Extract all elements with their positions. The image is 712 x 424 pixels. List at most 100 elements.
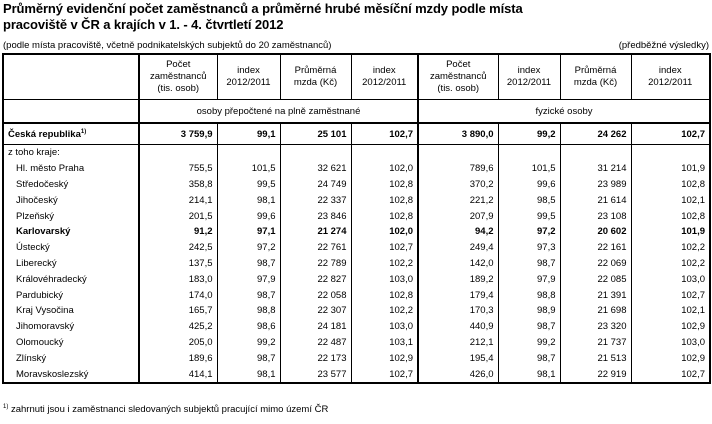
table-cell: 99,2 bbox=[217, 334, 281, 351]
table-cell: 102,7 bbox=[351, 366, 419, 383]
table-cell: 195,4 bbox=[418, 350, 499, 367]
region-label: Středočeský bbox=[3, 176, 140, 193]
region-label: Hl. město Praha bbox=[3, 160, 140, 177]
subtitle-note: (podle místa pracoviště, včetně podnikat… bbox=[3, 40, 332, 51]
table-row: Pardubický 174,0 98,7 22 058 102,8 179,4 98,8 2… bbox=[3, 287, 710, 303]
table-cell: 98,1 bbox=[217, 192, 281, 209]
table-cell: 221,2 bbox=[418, 192, 499, 209]
col-header-index-1: index 2012/2011 bbox=[217, 54, 281, 100]
region-label: Pardubický bbox=[3, 287, 140, 303]
table-cell: 97,9 bbox=[498, 271, 561, 288]
of-which-label: z toho kraje: bbox=[3, 144, 140, 161]
table-cell: 99,6 bbox=[217, 208, 281, 224]
table-cell: 102,2 bbox=[681, 242, 705, 254]
table-cell: 358,8 bbox=[139, 176, 218, 193]
table-cell: 102,8 bbox=[351, 192, 419, 209]
table-cell: 23 320 bbox=[560, 318, 632, 335]
table-cell: 214,1 bbox=[139, 192, 218, 209]
table-cell: 189,2 bbox=[418, 271, 499, 288]
table-cell: 102,1 bbox=[681, 305, 705, 317]
table-cell: 22 173 bbox=[280, 350, 352, 367]
table-cell: 102,0 bbox=[351, 223, 419, 240]
group-label-cell bbox=[3, 99, 140, 124]
table-cell: 755,5 bbox=[139, 160, 218, 177]
table-cell: 102,8 bbox=[351, 287, 419, 303]
col-header-employees-fte: Počet zaměstnanců (tis. osob) bbox=[139, 54, 218, 100]
table-cell: 98,6 bbox=[217, 318, 281, 335]
table-cell: 102,1 bbox=[681, 194, 705, 206]
table-cell: 102,2 bbox=[351, 302, 419, 319]
table-cell: 98,5 bbox=[498, 192, 561, 209]
table-cell: 174,0 bbox=[139, 287, 218, 303]
table-cell: 99,2 bbox=[498, 123, 561, 145]
col-header-index-3: index 2012/2011 bbox=[498, 54, 561, 100]
table-row: Královéhradecký 183,0 97,9 22 827 103,0 189,2… bbox=[3, 271, 710, 288]
table-cell: 31 214 bbox=[560, 160, 632, 177]
table-cell: 102,8 bbox=[681, 178, 705, 190]
table-cell: 98,7 bbox=[498, 318, 561, 335]
table-cell: 99,2 bbox=[498, 334, 561, 351]
table-cell: 102,7 bbox=[351, 123, 419, 145]
wages-table: Počet zaměstnanců (tis. osob) index 2012… bbox=[2, 53, 711, 384]
table-cell: 22 058 bbox=[280, 287, 352, 303]
col-header-wage-fte: Průměrná mzda (Kč) bbox=[280, 54, 352, 100]
table-cell: 25 101 bbox=[280, 123, 352, 145]
table-cell: 23 108 bbox=[560, 208, 632, 224]
region-label: Liberecký bbox=[3, 255, 140, 272]
table-row: Ústecký 242,5 97,2 22 761 102,7 249,4 97,3 22 1… bbox=[3, 239, 710, 256]
table-row: Kraj Vysočina 165,7 98,8 22 307 102,2 170,3 98… bbox=[3, 302, 710, 319]
table-cell: 102,8 bbox=[351, 176, 419, 193]
table-cell: 103,0 bbox=[681, 336, 705, 348]
table-cell: 102,8 bbox=[351, 208, 419, 224]
table-cell: 102,7 bbox=[631, 123, 710, 145]
table-cell: 207,9 bbox=[418, 208, 499, 224]
col-header-employees-persons: Počet zaměstnanců (tis. osob) bbox=[418, 54, 499, 100]
table-title: Průměrný evidenční počet zaměstnanců a p… bbox=[3, 1, 703, 33]
group-header-persons: fyzické osoby bbox=[418, 99, 710, 124]
total-label: Česká republika1) bbox=[3, 123, 140, 145]
col-header-index-2: index 2012/2011 bbox=[351, 54, 419, 100]
table-cell: 101,5 bbox=[498, 160, 561, 177]
table-cell: 98,1 bbox=[217, 366, 281, 383]
table-cell: 32 621 bbox=[280, 160, 352, 177]
of-which-row: z toho kraje: bbox=[3, 144, 710, 161]
table-cell: 22 487 bbox=[280, 334, 352, 351]
table-cell: 21 737 bbox=[560, 334, 632, 351]
table-cell: 98,7 bbox=[498, 255, 561, 272]
table-cell: 102,8 bbox=[681, 210, 705, 222]
region-label: Ústecký bbox=[3, 239, 140, 256]
footnote-text: zahrnuti jsou i zaměstnanci sledovaných … bbox=[10, 404, 329, 416]
table-cell: 249,4 bbox=[418, 239, 499, 256]
table-cell: 101,9 bbox=[681, 163, 705, 175]
col-header-wage-persons: Průměrná mzda (Kč) bbox=[560, 54, 632, 100]
preliminary-note: (předběžné výsledky) bbox=[618, 40, 709, 51]
table-cell: 201,5 bbox=[139, 208, 218, 224]
table-cell: 22 161 bbox=[560, 239, 632, 256]
table-cell: 98,8 bbox=[217, 302, 281, 319]
table-cell: 98,9 bbox=[498, 302, 561, 319]
table-cell: 98,7 bbox=[217, 255, 281, 272]
table-row: Středočeský 358,8 99,5 24 749 102,8 370,2 99,6… bbox=[3, 176, 710, 193]
table-cell: 189,6 bbox=[139, 350, 218, 367]
table-cell: 22 307 bbox=[280, 302, 352, 319]
table-cell: 99,5 bbox=[217, 176, 281, 193]
group-header-row: osoby přepočtené na plně zaměstnané fyzi… bbox=[3, 99, 710, 124]
table-cell: 22 085 bbox=[560, 271, 632, 288]
table-cell: 97,2 bbox=[498, 223, 561, 240]
table-cell: 165,7 bbox=[139, 302, 218, 319]
table-row: Plzeňský 201,5 99,6 23 846 102,8 207,9 99,5 23 … bbox=[3, 208, 710, 224]
table-cell: 23 577 bbox=[280, 366, 352, 383]
table-cell: 137,5 bbox=[139, 255, 218, 272]
table-cell: 21 698 bbox=[560, 302, 632, 319]
table-cell: 440,9 bbox=[418, 318, 499, 335]
header-row: Počet zaměstnanců (tis. osob) index 2012… bbox=[3, 54, 710, 100]
footnote: 1) zahrnuti jsou i zaměstnanci sledovaný… bbox=[3, 404, 328, 415]
table-cell: 102,9 bbox=[351, 350, 419, 367]
table-cell: 212,1 bbox=[418, 334, 499, 351]
table-cell: 98,7 bbox=[217, 287, 281, 303]
table-cell: 22 789 bbox=[280, 255, 352, 272]
total-row: Česká republika1) 3 759,9 99,1 25 101 10… bbox=[3, 123, 710, 145]
table-cell: 101,9 bbox=[681, 226, 705, 238]
table-cell: 99,5 bbox=[498, 208, 561, 224]
table-row: Hl. město Praha 755,5 101,5 32 621 102,0 789,… bbox=[3, 160, 710, 177]
